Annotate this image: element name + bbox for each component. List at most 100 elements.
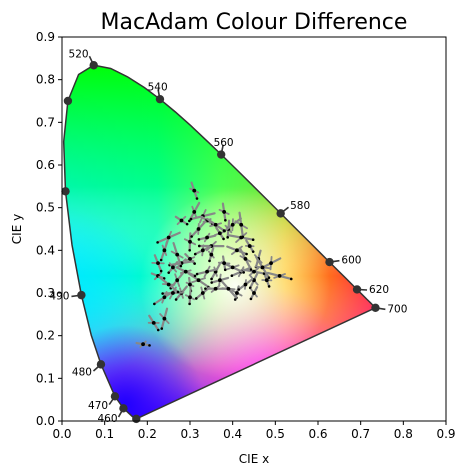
ellipse-centre-point	[171, 291, 175, 295]
macadam-ellipse	[184, 253, 196, 265]
y-tick-label: 0.7	[36, 115, 55, 129]
wavelength-dot	[89, 61, 98, 70]
macadam-ellipse	[217, 255, 231, 272]
macadam-ellipse	[195, 265, 219, 278]
wavelength-label: 460	[98, 413, 118, 425]
macadam-ellipse	[175, 266, 197, 278]
ellipse-edge-point	[195, 197, 199, 200]
y-tick-label: 0.2	[36, 329, 55, 343]
wavelength-marker: 480	[72, 360, 106, 378]
y-tick-label: 0.8	[36, 73, 55, 87]
ellipse-centre-point	[226, 286, 231, 291]
wavelength-marker: 580	[276, 200, 310, 218]
ellipse-centre-point	[243, 256, 248, 261]
ellipse-centre-point	[162, 316, 167, 321]
ellipse-centre-point	[183, 269, 188, 274]
ellipse-edge-point	[159, 269, 163, 273]
wavelength-dot	[110, 392, 120, 401]
y-tick-label: 0.4	[36, 243, 55, 257]
ellipse-centre-point	[230, 222, 235, 227]
y-axis-ticks: 0.0 0.1 0.2 0.3 0.4 0.5 0.6 0.7 0.8 0.9	[36, 30, 62, 428]
wavelength-label: 520	[69, 48, 89, 60]
ellipse-edge-point	[197, 238, 201, 241]
wavelength-marker	[63, 96, 73, 106]
macadam-ellipse	[183, 232, 197, 252]
x-tick-label: 0.9	[436, 427, 455, 441]
ellipse-centre-point	[264, 278, 269, 283]
wavelength-label: 540	[148, 81, 168, 93]
ellipse-centre-point	[188, 256, 192, 261]
ellipse-centre-point	[200, 248, 205, 253]
wavelength-dot	[371, 303, 380, 313]
wavelength-dot	[216, 150, 226, 159]
ellipse-centre-point	[156, 261, 160, 266]
macadam-ellipse	[189, 181, 200, 200]
ellipse-edge-point	[179, 264, 183, 268]
y-tick-label: 0.0	[36, 414, 55, 428]
ellipse-centre-point	[196, 278, 201, 283]
y-tick-label: 0.1	[36, 371, 55, 385]
plot-frame	[61, 36, 447, 422]
macadam-ellipse	[219, 278, 238, 300]
x-axis-label: CIE x	[239, 452, 269, 466]
ellipse-centre-point	[217, 278, 222, 283]
ellipse-centre-point	[188, 239, 192, 244]
ellipse-centre-point	[141, 342, 145, 347]
macadam-ellipse	[261, 272, 273, 288]
ellipse-edge-point	[224, 218, 227, 222]
macadam-ellipse	[244, 239, 255, 253]
macadam-ellipse	[207, 247, 215, 263]
ellipse-edge-point	[248, 286, 252, 290]
ellipse-edge-point	[251, 238, 255, 241]
ellipse-edge-point	[188, 302, 191, 306]
ellipse-edge-point	[204, 287, 207, 290]
wavelength-dot	[119, 404, 128, 413]
fill-white-point-glow	[63, 65, 376, 419]
ellipse-edge-point	[176, 290, 180, 294]
y-axis-label: CIE y	[10, 214, 24, 244]
ellipse-edge-point	[242, 271, 245, 274]
ellipse-edge-point	[237, 288, 241, 291]
x-tick-label: 0.4	[223, 427, 242, 441]
wavelength-dot	[63, 96, 73, 106]
ellipse-edge-point	[233, 298, 237, 301]
wavelength-marker: 560	[214, 137, 234, 159]
ellipse-centre-point	[217, 231, 222, 236]
x-tick-label: 0.7	[351, 427, 370, 441]
ellipse-centre-point	[162, 248, 167, 253]
macadam-ellipse	[190, 220, 207, 238]
wavelength-marker: 700	[371, 304, 407, 316]
macadam-ellipse	[174, 215, 189, 226]
ellipse-edge-point	[193, 262, 196, 265]
macadam-ellipse	[184, 289, 196, 306]
wavelength-label: 490	[49, 291, 69, 303]
macadam-ellipse	[158, 275, 180, 294]
macadam-ellipse	[197, 232, 217, 243]
macadam-ellipse	[249, 286, 259, 301]
x-tick-label: 0.3	[180, 427, 199, 441]
ellipse-centre-point	[151, 320, 156, 325]
ellipse-edge-point	[241, 235, 245, 239]
macadam-ellipse	[167, 261, 179, 274]
macadam-ellipse	[254, 255, 271, 280]
ellipse-edge-point	[189, 217, 193, 221]
macadam-ellipse	[266, 271, 293, 281]
wavelength-dot	[325, 257, 334, 267]
ellipse-edge-point	[193, 274, 197, 278]
ellipse-edge-point	[223, 268, 227, 272]
macadam-ellipse	[234, 211, 248, 239]
ellipse-centre-point	[269, 261, 273, 266]
ellipse-edge-point	[148, 344, 151, 347]
wavelength-dot	[155, 94, 165, 104]
ellipse-edge-point	[174, 298, 178, 301]
ellipse-edge-point	[226, 236, 229, 239]
ellipse-edge-point	[185, 222, 189, 226]
ellipse-centre-point	[162, 295, 167, 300]
wavelength-label: 620	[369, 284, 389, 296]
y-tick-label: 0.5	[36, 201, 55, 215]
x-tick-label: 0.1	[95, 427, 114, 441]
ellipse-edge-point	[245, 252, 248, 256]
ellipse-edge-point	[289, 277, 293, 281]
ellipse-centre-point	[209, 252, 214, 257]
wavelength-label: 480	[72, 366, 92, 378]
